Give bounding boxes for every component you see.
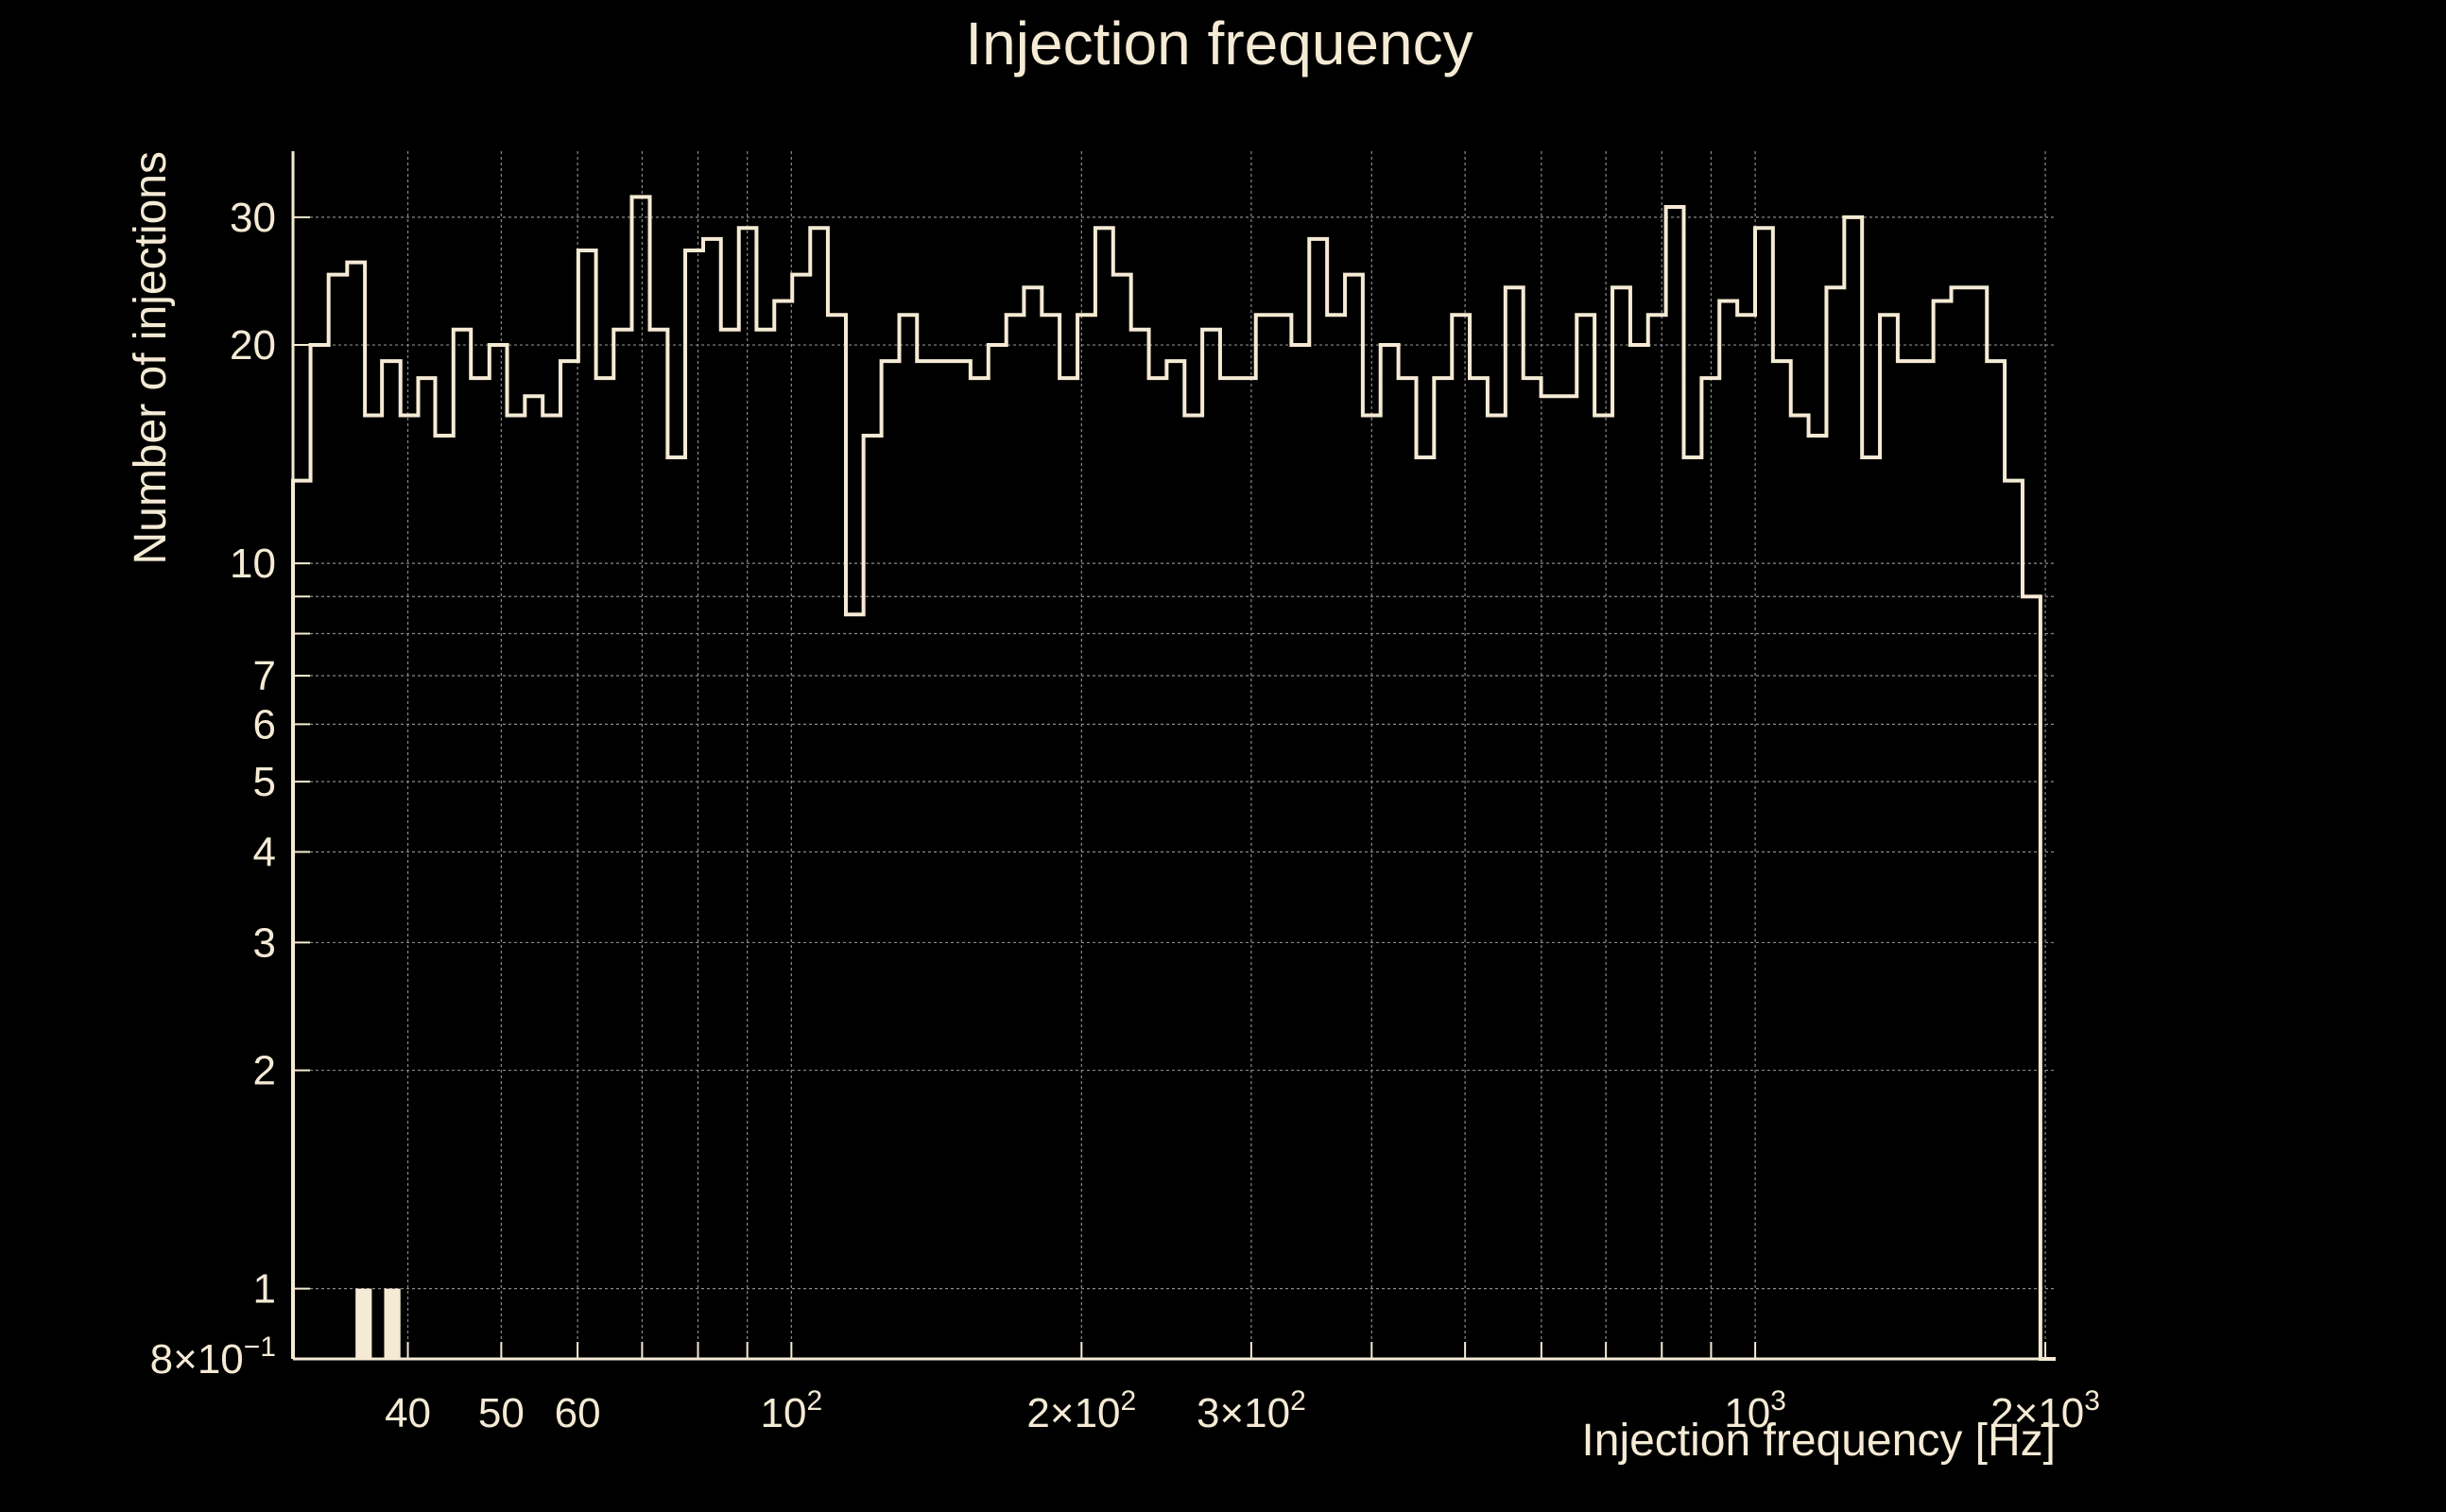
x-tick-labels: 40 50 60 102 2×102 3×102 103 2×103 xyxy=(385,1385,2100,1436)
chart-title: Injection frequency xyxy=(965,9,1473,77)
y-tick-label: 6 xyxy=(253,701,276,747)
histogram-step-line xyxy=(291,195,2056,1361)
x-tick-label: 103 xyxy=(1724,1385,1786,1436)
y-tick-label: 10 xyxy=(230,541,276,587)
y-tick-label: 5 xyxy=(253,759,276,805)
y-tick-label: 8×10−1 xyxy=(150,1332,276,1383)
x-tick-label: 2×102 xyxy=(1026,1385,1136,1436)
x-axis-label: Injection frequency [Hz] xyxy=(1581,1416,2056,1466)
x-tick-label: 50 xyxy=(478,1390,525,1436)
y-tick-label: 1 xyxy=(253,1266,276,1313)
x-tick-label: 40 xyxy=(385,1390,431,1436)
low-count-bar xyxy=(384,1288,401,1359)
y-tick-labels: 8×10−1 1 2 3 4 5 67 10 20 30 xyxy=(150,195,276,1383)
y-tick-label: 4 xyxy=(253,830,276,876)
y-tick-label: 20 xyxy=(230,322,276,369)
x-tick-label: 102 xyxy=(761,1385,823,1436)
low-count-bars xyxy=(355,1288,401,1359)
y-tick-label: 30 xyxy=(230,195,276,241)
low-count-bar xyxy=(355,1288,372,1359)
axes xyxy=(291,151,2056,1361)
grid-lines xyxy=(293,151,2056,1359)
y-tick-label: 3 xyxy=(253,919,276,966)
y-tick-label: 2 xyxy=(253,1048,276,1094)
y-tick-label: 7 xyxy=(253,653,276,699)
x-tick-label: 3×102 xyxy=(1197,1385,1306,1436)
x-tick-label: 60 xyxy=(555,1390,601,1436)
y-axis-label: Number of injections xyxy=(126,151,176,565)
x-tick-label: 2×103 xyxy=(1990,1385,2100,1436)
